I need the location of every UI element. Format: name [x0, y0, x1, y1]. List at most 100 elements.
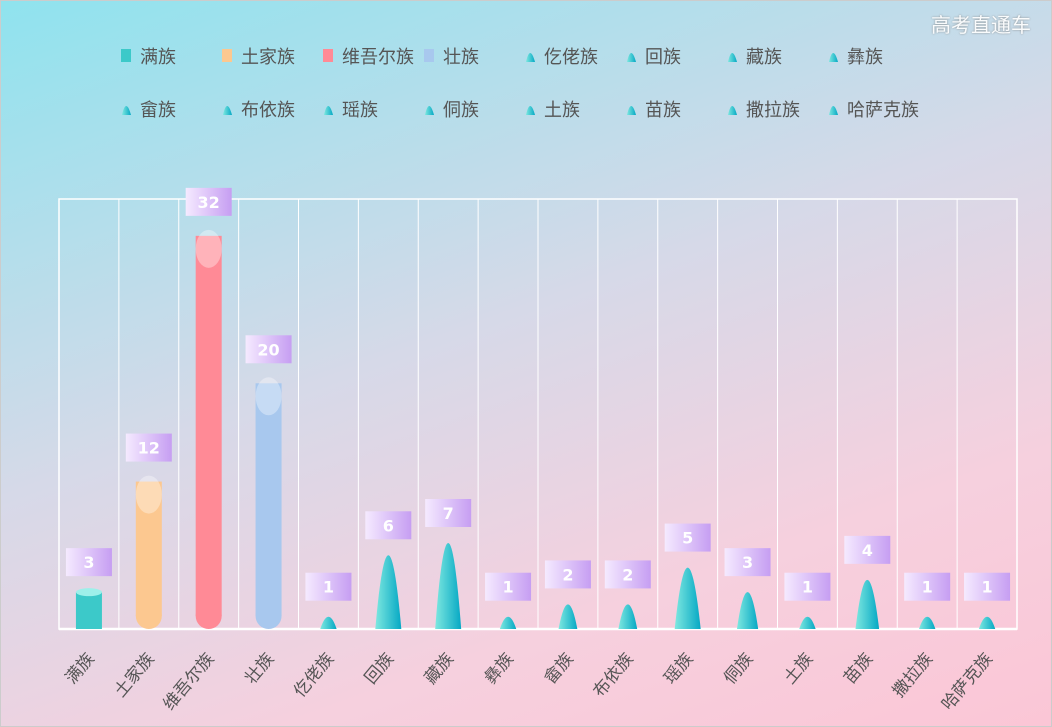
- x-tick-label: 壮族: [241, 649, 278, 688]
- bar-cap: [255, 377, 282, 416]
- bar: [435, 543, 462, 629]
- legend-label: 满族: [140, 47, 176, 68]
- legend-label: 土家族: [241, 47, 295, 68]
- x-tick-label: 畲族: [541, 649, 578, 688]
- data-label-bg: [844, 535, 891, 564]
- x-tick-label: 苗族: [840, 649, 877, 688]
- legend-label: 土族: [544, 100, 580, 121]
- legend-swatch: [728, 106, 737, 115]
- legend-swatch: [323, 49, 333, 62]
- bar-cap: [75, 588, 102, 597]
- legend-swatch: [425, 106, 434, 115]
- legend-label: 回族: [645, 47, 681, 68]
- bar: [618, 604, 638, 629]
- data-label-bg: [425, 499, 472, 527]
- data-label-bg: [724, 548, 771, 577]
- legend-swatch: [324, 106, 333, 115]
- data-label: 2: [562, 565, 573, 584]
- x-tick-label: 撒拉族: [889, 649, 937, 701]
- legend-label: 仡佬族: [544, 47, 598, 68]
- bar: [799, 616, 816, 629]
- bar-cap: [135, 475, 162, 514]
- data-label-bg: [664, 523, 711, 552]
- legend-swatch: [627, 106, 636, 115]
- data-label-bg: [544, 560, 591, 589]
- data-label-bg: [904, 572, 951, 601]
- data-label: 32: [198, 193, 220, 212]
- x-tick-label: 布依族: [590, 649, 638, 701]
- data-label-bg: [305, 572, 352, 601]
- bar-cap: [195, 229, 222, 268]
- x-tick-label: 仡佬族: [290, 649, 338, 701]
- data-label-bg: [185, 187, 232, 216]
- data-label: 2: [622, 565, 633, 584]
- data-label: 20: [257, 340, 279, 359]
- data-label-bg: [365, 511, 412, 540]
- bar: [320, 616, 337, 629]
- legend-label: 壮族: [443, 47, 479, 68]
- legend-label: 瑶族: [342, 100, 378, 121]
- data-label: 1: [502, 578, 513, 597]
- data-label-bg: [125, 433, 172, 462]
- legend-swatch: [829, 106, 838, 115]
- x-tick-label: 哈萨克族: [938, 649, 997, 714]
- data-label-bg: [964, 572, 1011, 601]
- data-label: 7: [443, 504, 454, 523]
- bar: [918, 616, 936, 629]
- data-label: 5: [682, 529, 693, 548]
- bar: [75, 588, 102, 629]
- data-label: 1: [981, 578, 992, 597]
- x-tick-label: 瑶族: [660, 649, 697, 688]
- bar: [674, 567, 701, 629]
- x-tick-label: 满族: [62, 649, 99, 688]
- bar: [736, 592, 759, 629]
- bar-body: [255, 383, 282, 616]
- legend-swatch: [627, 53, 636, 62]
- legend-label: 畲族: [140, 100, 176, 121]
- legend-swatch: [424, 49, 434, 62]
- bar: [558, 604, 578, 629]
- legend-swatch: [122, 106, 131, 115]
- data-label: 4: [862, 541, 873, 560]
- legend-label: 藏族: [746, 47, 782, 68]
- data-label-bg: [245, 335, 292, 364]
- data-label-bg: [604, 560, 651, 589]
- data-label-bg: [65, 548, 112, 577]
- x-tick-label: 土家族: [111, 649, 159, 701]
- bar: [375, 555, 402, 629]
- legend-swatch: [728, 53, 737, 62]
- bar-body: [75, 592, 102, 629]
- data-label: 1: [323, 578, 334, 597]
- watermark: 高考直通车: [931, 13, 1031, 37]
- legend-label: 布依族: [241, 100, 295, 121]
- bar: [978, 616, 996, 629]
- legend-label: 彝族: [847, 47, 883, 68]
- x-tick-label: 彝族: [481, 649, 518, 688]
- bar: [499, 616, 517, 629]
- legend-label: 撒拉族: [746, 100, 800, 121]
- legend-swatch: [829, 53, 838, 62]
- bar-base: [135, 603, 162, 629]
- bar: [855, 579, 880, 629]
- legend-swatch: [121, 49, 131, 62]
- data-label: 1: [802, 578, 813, 597]
- bar: [255, 377, 282, 629]
- bar-body: [195, 235, 222, 616]
- data-label: 1: [922, 578, 933, 597]
- bar-base: [255, 603, 282, 629]
- legend-swatch: [526, 106, 535, 115]
- bar-base: [195, 603, 222, 629]
- legend-label: 维吾尔族: [342, 47, 414, 68]
- legend-swatch: [526, 53, 535, 62]
- x-tick-label: 藏族: [421, 649, 458, 688]
- bar: [135, 475, 162, 629]
- legend-label: 侗族: [443, 100, 479, 121]
- bar-body: [135, 481, 162, 616]
- x-tick-label: 土族: [780, 649, 817, 688]
- data-label-bg: [485, 572, 532, 601]
- x-tick-label: 维吾尔族: [159, 649, 218, 714]
- legend-label: 哈萨克族: [847, 100, 919, 121]
- bar: [195, 229, 222, 629]
